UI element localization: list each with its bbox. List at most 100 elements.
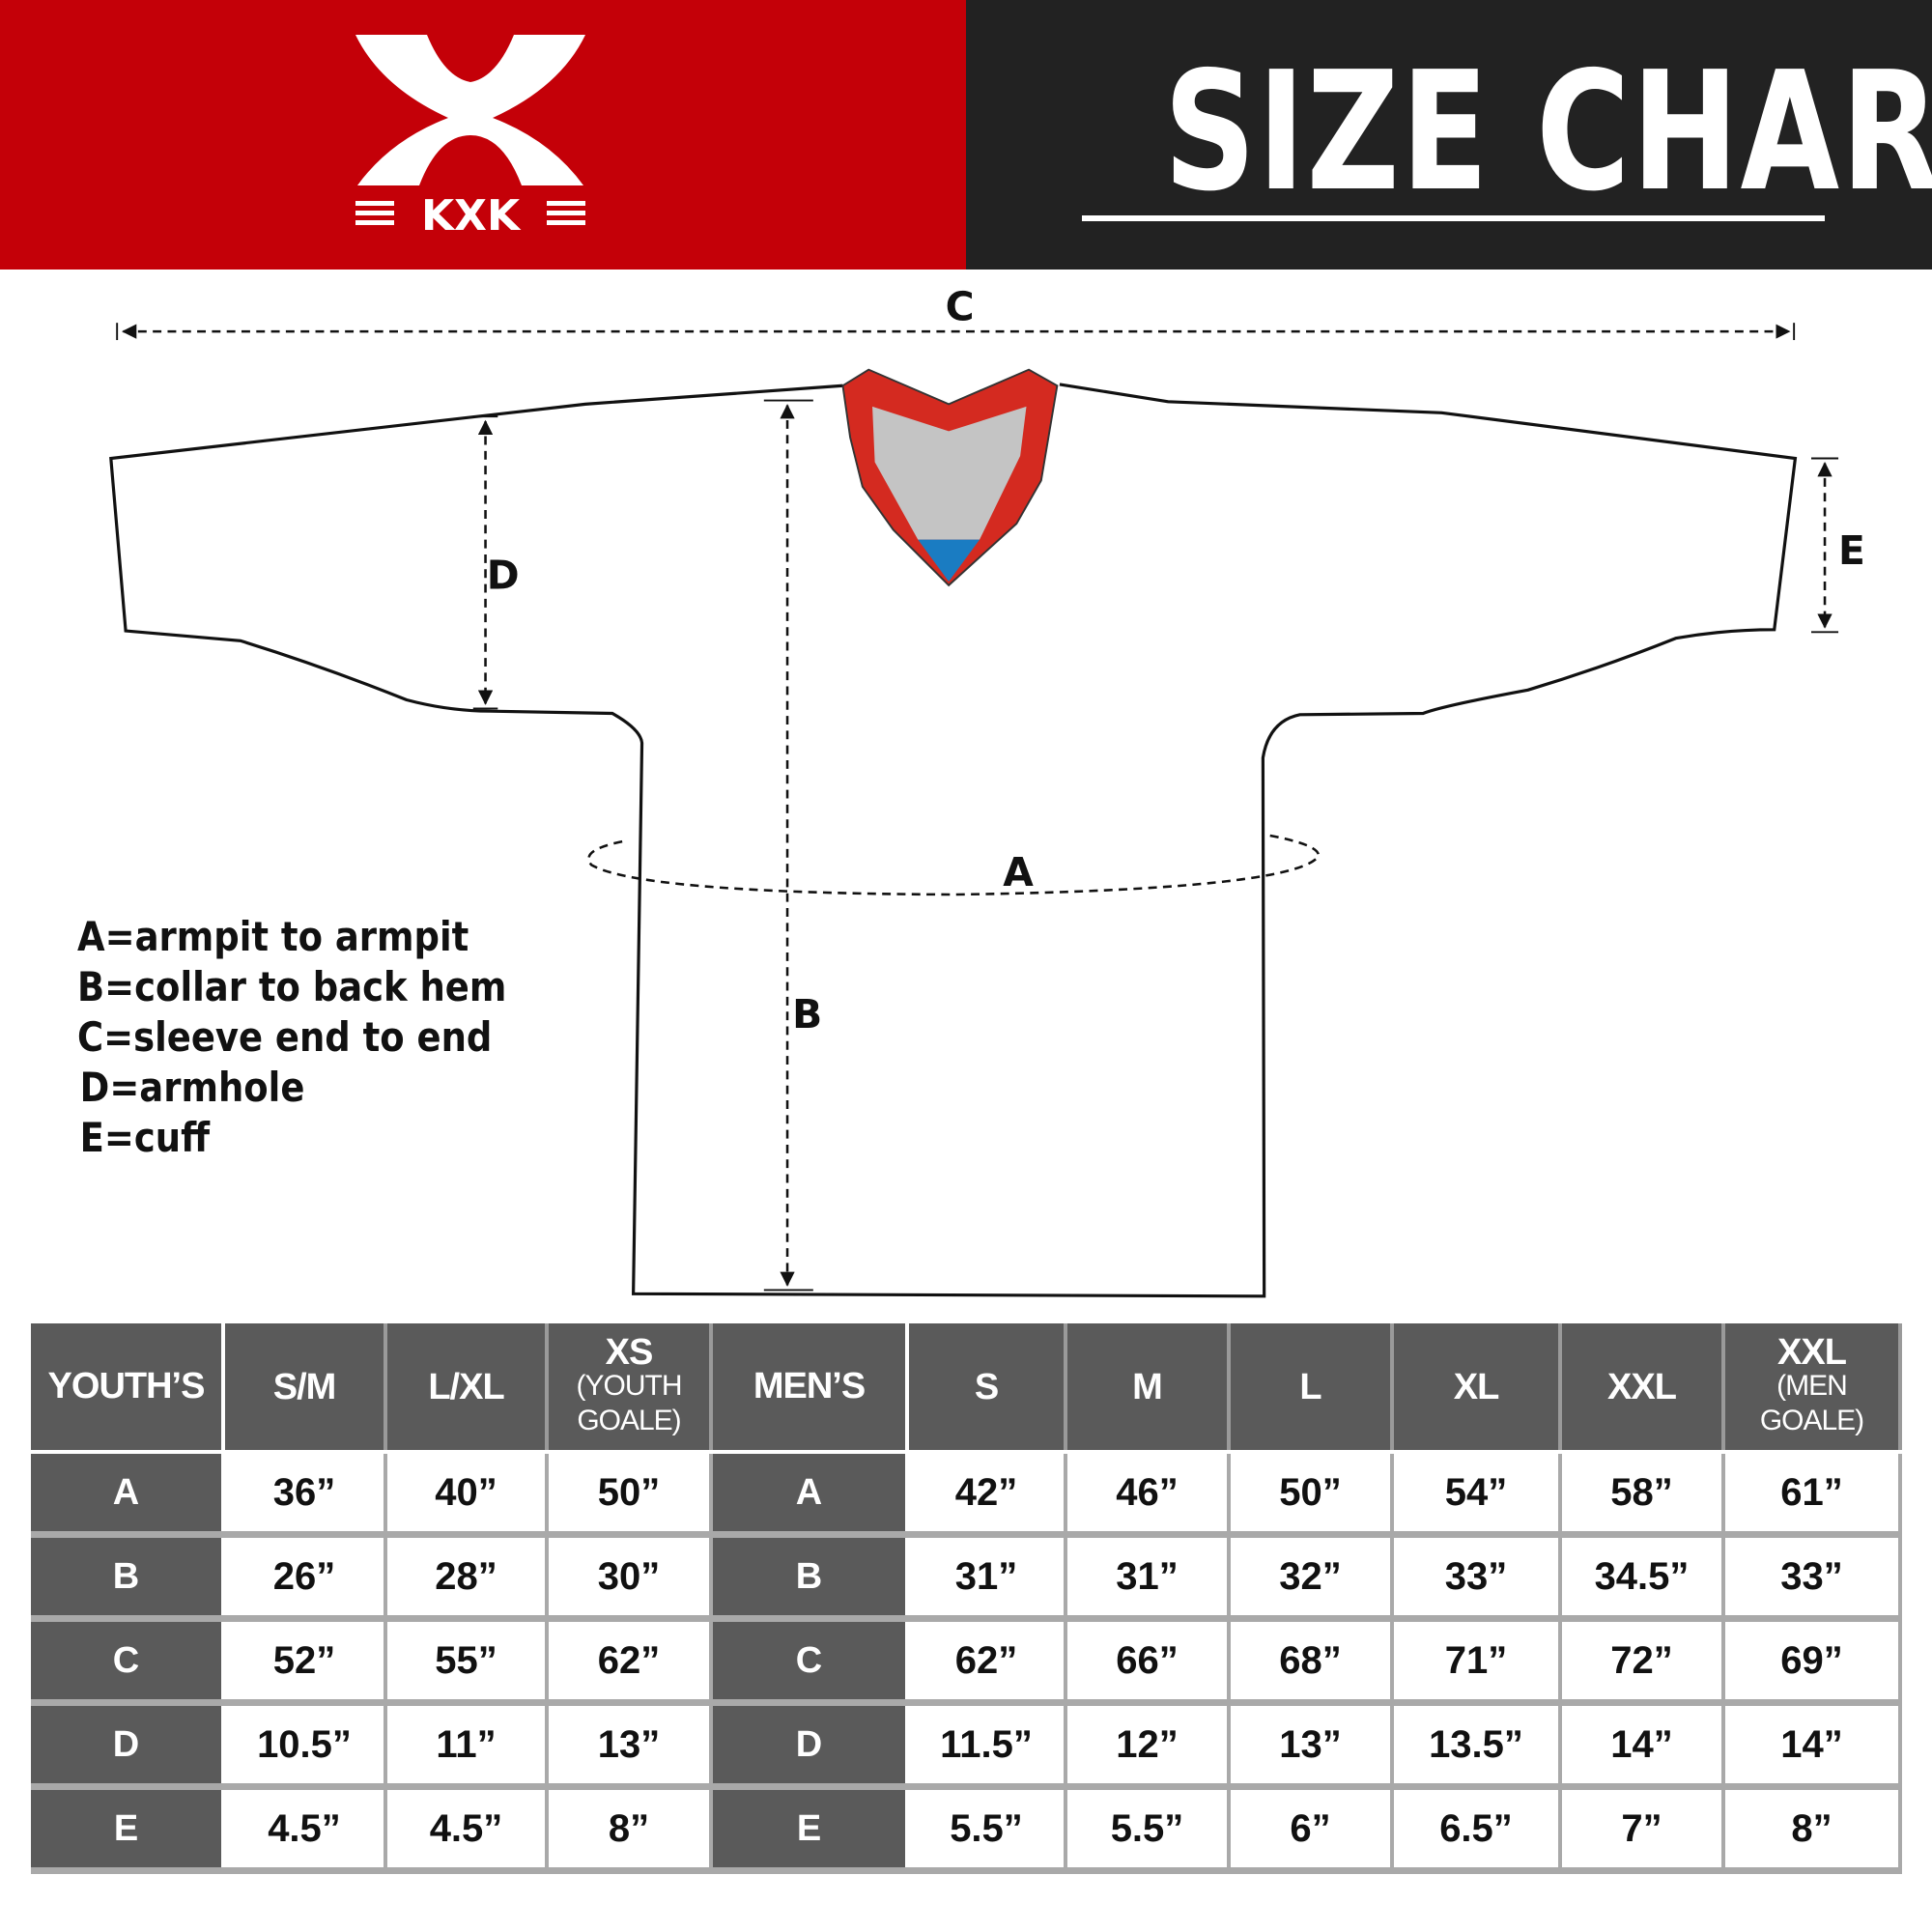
legend-item: A=armpit to armpit: [77, 913, 469, 960]
table-cell: 71”: [1392, 1618, 1562, 1706]
row-label-men: A: [711, 1452, 909, 1538]
column-header-men-3: XL: [1392, 1323, 1562, 1454]
table-cell: 12”: [1065, 1702, 1231, 1790]
column-header-men-5: XXL (MEN GOALE): [1723, 1323, 1902, 1454]
table-cell: 4.5”: [223, 1786, 387, 1874]
title-underline: [1082, 215, 1825, 221]
table-cell: 69”: [1723, 1618, 1902, 1706]
table-cell: 6.5”: [1392, 1786, 1562, 1874]
row-label-men: B: [711, 1534, 909, 1622]
table-cell: 68”: [1229, 1618, 1394, 1706]
label-a: A: [1003, 849, 1034, 895]
collar-inner: [872, 406, 1027, 540]
row-label-youth: A: [31, 1452, 225, 1538]
legend-item: C=sleeve end to end: [77, 1013, 493, 1061]
table-cell: 5.5”: [1065, 1786, 1231, 1874]
legend-item: D=armhole: [79, 1064, 305, 1111]
table-cell: 6”: [1229, 1786, 1394, 1874]
column-header-main: XXL: [1607, 1366, 1677, 1407]
table-cell: 11.5”: [907, 1702, 1067, 1790]
table-cell: 14”: [1723, 1702, 1902, 1790]
table-cell: 36”: [223, 1452, 387, 1538]
kxk-logo: KXK: [355, 35, 585, 241]
table-cell: 72”: [1560, 1618, 1725, 1706]
group-header-men: MEN’S: [711, 1323, 909, 1454]
column-header-men-4: XXL: [1560, 1323, 1725, 1454]
logo-text: KXK: [421, 191, 522, 241]
dimension-a-ellipse: [587, 834, 1321, 896]
table-cell: 26”: [223, 1534, 387, 1622]
label-e: E: [1838, 527, 1865, 574]
table-row: A 36” 40” 50” A 42” 46” 50” 54” 58” 61”: [31, 1452, 1902, 1538]
row-label-youth: D: [31, 1702, 225, 1790]
table-cell: 8”: [547, 1786, 713, 1874]
legend-item: E=cuff: [79, 1114, 211, 1161]
column-header-youth-1: L/XL: [385, 1323, 549, 1454]
table-cell: 32”: [1229, 1534, 1394, 1622]
header-title-panel: [966, 0, 1932, 270]
group-header-youth: YOUTH’S: [31, 1323, 225, 1454]
column-header-youth-0: S/M: [223, 1323, 387, 1454]
table-cell: 54”: [1392, 1452, 1562, 1538]
table-cell: 46”: [1065, 1452, 1231, 1538]
column-header-men-0: S: [907, 1323, 1067, 1454]
table-cell: 40”: [385, 1452, 549, 1538]
column-header-main: XXL: [1777, 1331, 1847, 1373]
table-cell: 42”: [907, 1452, 1067, 1538]
row-label-youth: E: [31, 1786, 225, 1874]
table-cell: 5.5”: [907, 1786, 1067, 1874]
table-row: E 4.5” 4.5” 8” E 5.5” 5.5” 6” 6.5” 7” 8”: [31, 1786, 1902, 1874]
column-header-main: L/XL: [428, 1366, 504, 1407]
table-cell: 4.5”: [385, 1786, 549, 1874]
column-header-main: M: [1132, 1366, 1163, 1407]
table-cell: 28”: [385, 1534, 549, 1622]
table-cell: 14”: [1560, 1702, 1725, 1790]
column-header-men-1: M: [1065, 1323, 1231, 1454]
row-label-men: D: [711, 1702, 909, 1790]
column-header-main: XL: [1453, 1366, 1500, 1407]
collar-blue-insert: [918, 539, 980, 582]
table-cell: 8”: [1723, 1786, 1902, 1874]
legend-item: B=collar to back hem: [77, 963, 507, 1010]
column-header-youth-2: XS (YOUTH GOALE): [547, 1323, 713, 1454]
table-cell: 66”: [1065, 1618, 1231, 1706]
row-label-youth: B: [31, 1534, 225, 1622]
table-cell: 61”: [1723, 1452, 1902, 1538]
table-cell: 13.5”: [1392, 1702, 1562, 1790]
measurement-legend: A=armpit to armpit B=collar to back hem …: [77, 912, 506, 1163]
table-cell: 50”: [547, 1452, 713, 1538]
table-cell: 30”: [547, 1534, 713, 1622]
label-d: D: [487, 553, 520, 599]
column-header-main: L: [1299, 1366, 1321, 1407]
row-label-youth: C: [31, 1618, 225, 1706]
column-header-men-2: L: [1229, 1323, 1394, 1454]
table-row: D 10.5” 11” 13” D 11.5” 12” 13” 13.5” 14” 14”: [31, 1702, 1902, 1790]
column-header-sub: (YOUTH GOALE): [576, 1369, 683, 1436]
label-b: B: [792, 991, 822, 1037]
table-row: B 26” 28” 30” B 31” 31” 32” 33” 34.5” 33”: [31, 1534, 1902, 1622]
table-cell: 31”: [1065, 1534, 1231, 1622]
column-header-main: S: [974, 1366, 999, 1407]
table-cell: 33”: [1723, 1534, 1902, 1622]
table-cell: 62”: [547, 1618, 713, 1706]
size-table: YOUTH’S S/M L/XL XS (YOUTH GOALE) MEN’S S M L XL X…: [31, 1323, 1902, 1874]
table-cell: 55”: [385, 1618, 549, 1706]
table-cell: 33”: [1392, 1534, 1562, 1622]
table-cell: 58”: [1560, 1452, 1725, 1538]
table-cell: 34.5”: [1560, 1534, 1725, 1622]
table-cell: 13”: [1229, 1702, 1394, 1790]
table-cell: 62”: [907, 1618, 1067, 1706]
row-label-men: C: [711, 1618, 909, 1706]
table-header-row: YOUTH’S S/M L/XL XS (YOUTH GOALE) MEN’S S M L XL X…: [31, 1323, 1902, 1454]
table-cell: 10.5”: [223, 1702, 387, 1790]
label-c: C: [946, 284, 975, 330]
jersey-outline: [109, 383, 1798, 1298]
table-cell: 7”: [1560, 1786, 1725, 1874]
column-header-sub: (MEN GOALE): [1759, 1369, 1864, 1436]
table-cell: 13”: [547, 1702, 713, 1790]
column-header-main: XS: [605, 1331, 654, 1373]
table-cell: 11”: [385, 1702, 549, 1790]
column-header-main: S/M: [272, 1366, 337, 1407]
table-cell: 31”: [907, 1534, 1067, 1622]
